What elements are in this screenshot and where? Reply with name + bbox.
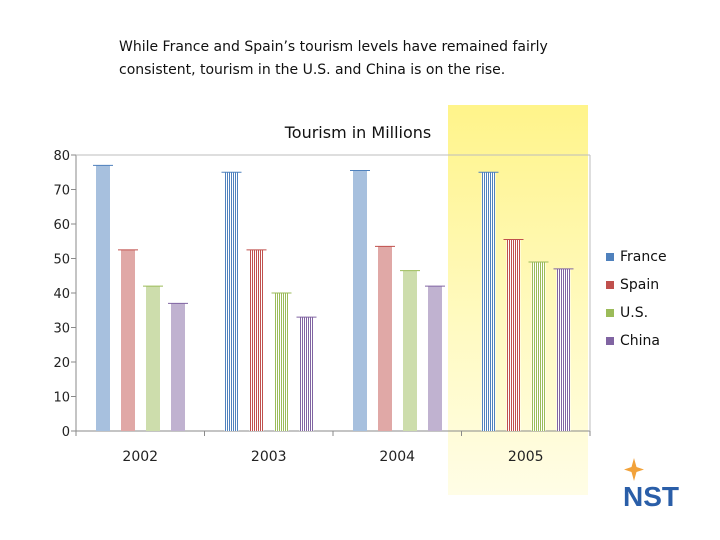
legend-item: France [606,243,667,271]
compass-star-icon: NST [623,458,679,512]
x-tick-label: 2002 [122,449,158,465]
legend-swatch [606,337,614,345]
legend-swatch [606,281,614,289]
y-tick-label: 60 [53,218,70,233]
chart-legend: France Spain U.S. China [606,243,667,355]
nst-logo: NST [620,458,690,514]
x-tick-label: 2004 [379,449,415,465]
legend-label: China [620,333,660,349]
bar [296,316,317,431]
bar [143,285,163,431]
legend-item: China [606,327,667,355]
bar [118,249,138,431]
bar [503,239,524,431]
bar [350,170,370,431]
legend-label: U.S. [620,305,649,321]
chart-title: Tourism in Millions [284,123,432,142]
y-tick-label: 40 [53,287,70,302]
bar [478,171,499,431]
bar [528,261,549,431]
x-tick-label: 2003 [251,449,287,465]
bar [553,268,574,431]
bar [271,292,292,431]
legend-swatch [606,253,614,261]
y-tick-label: 30 [53,322,70,337]
bar [375,245,395,431]
y-tick-label: 70 [53,184,70,199]
bar [168,302,188,431]
bar [93,164,113,431]
legend-item: Spain [606,271,667,299]
y-tick-label: 80 [53,149,70,164]
legend-label: Spain [620,277,660,293]
y-tick-label: 20 [53,356,70,371]
y-tick-label: 10 [53,391,70,406]
bar [246,249,267,431]
y-tick-label: 0 [62,425,70,440]
bar [400,270,420,431]
bar [221,171,242,431]
y-tick-label: 50 [53,253,70,268]
logo-text: NST [623,481,679,512]
legend-item: U.S. [606,299,667,327]
legend-label: France [620,249,667,265]
x-tick-label: 2005 [508,449,544,465]
legend-swatch [606,309,614,317]
bar [425,285,445,431]
slide-caption: While France and Spain’s tourism levels … [119,39,548,78]
